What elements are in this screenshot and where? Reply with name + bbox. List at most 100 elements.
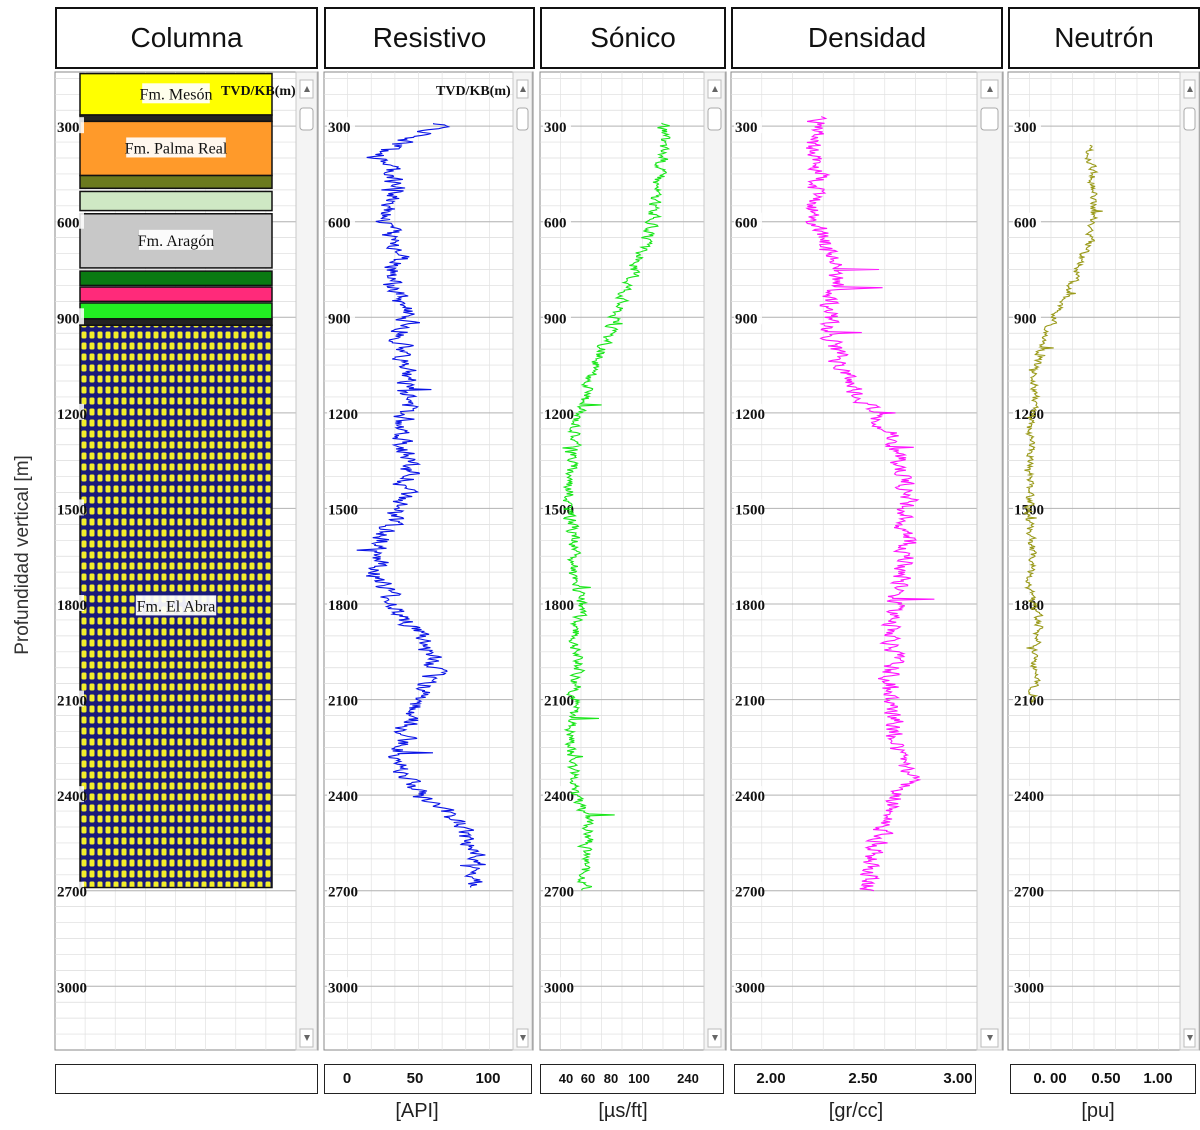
depth-tick-label: 1200 <box>1014 407 1044 423</box>
scale-tick: 240 <box>677 1071 699 1086</box>
scroll-up-arrow-icon <box>1187 86 1193 92</box>
log-curve-3 <box>805 116 935 892</box>
depth-label-bg <box>56 690 84 707</box>
depth-label-bg <box>1013 786 1041 803</box>
depth-tick-label: 300 <box>57 120 80 136</box>
depth-label-bg <box>543 499 571 516</box>
scroll-up-arrow-icon <box>520 86 526 92</box>
depth-tick-label: 900 <box>735 311 758 327</box>
unit-label-resistivo: [API] <box>395 1100 439 1122</box>
depth-tick-label: 600 <box>544 216 567 232</box>
depth-tick-label: 2700 <box>1014 885 1044 901</box>
depth-tick-label: 300 <box>1014 120 1037 136</box>
depth-tick-label: 2700 <box>328 885 358 901</box>
depth-label-bg <box>543 690 571 707</box>
depth-label-bg <box>56 212 84 229</box>
depth-tick-label: 1200 <box>328 407 358 423</box>
unit-label-densidad: [gr/cc] <box>828 1100 884 1122</box>
depth-label-bg <box>56 308 84 325</box>
unit-label-neutron: [pu] <box>1081 1100 1115 1122</box>
depth-label-bg <box>543 403 571 420</box>
track-panel-3 <box>730 71 1004 1051</box>
track-frame <box>323 71 534 1051</box>
depth-label-bg <box>56 786 84 803</box>
depth-label-bg <box>734 403 762 420</box>
formation-label-bg <box>126 137 226 158</box>
formation-block <box>79 318 273 327</box>
scale-box-densidad: 2.00 2.50 3.00 <box>734 1064 976 1094</box>
depth-tick-label: 2400 <box>328 789 358 805</box>
depth-label-bg <box>734 212 762 229</box>
scale-box-sonico: 40 60 80 100 240 <box>540 1064 724 1094</box>
depth-tick-label: 1800 <box>735 598 765 614</box>
depth-tick-label: 600 <box>1014 216 1037 232</box>
scrollbar-track <box>1179 71 1200 1051</box>
depth-tick-label: 600 <box>57 216 80 232</box>
scrollbar-thumb <box>299 107 314 131</box>
depth-label-bg <box>734 499 762 516</box>
depth-label-bg <box>543 212 571 229</box>
scale-tick: 60 <box>580 1071 596 1086</box>
depth-label-bg <box>734 881 762 898</box>
scroll-down-arrow-icon <box>1187 1035 1193 1041</box>
scrollbar-thumb <box>516 107 529 131</box>
depth-tick-label: 2400 <box>544 789 574 805</box>
scale-tick: 80 <box>603 1071 619 1086</box>
depth-tick-label: 900 <box>328 311 351 327</box>
depth-tick-label: 900 <box>544 311 567 327</box>
depth-label-bg <box>327 690 355 707</box>
formation-block <box>79 302 273 320</box>
depth-tick-label: 2100 <box>57 694 87 710</box>
scale-tick: 1.00 <box>1143 1070 1173 1087</box>
depth-label-bg <box>734 786 762 803</box>
depth-label-bg <box>1013 690 1041 707</box>
scrollbar-thumb <box>980 107 999 131</box>
track-title-columna: Columna <box>55 7 318 69</box>
scroll-down-arrow-icon <box>712 1035 718 1041</box>
depth-tick-label: 1800 <box>57 598 87 614</box>
track-title-sonico: Sónico <box>540 7 726 69</box>
depth-label-bg <box>327 403 355 420</box>
depth-tick-label: 2100 <box>1014 694 1044 710</box>
scroll-down-arrow-icon <box>987 1035 993 1041</box>
scale-tick: 0 <box>342 1070 352 1087</box>
depth-tick-label: 300 <box>735 120 758 136</box>
depth-label-bg <box>1013 212 1041 229</box>
formation-label-bg <box>142 83 210 104</box>
depth-label-bg <box>543 308 571 325</box>
log-curve-4 <box>1023 144 1103 703</box>
depth-label-bg <box>327 595 355 612</box>
depth-label-bg <box>543 117 571 134</box>
formation-block <box>79 174 273 190</box>
depth-tick-label: 3000 <box>1014 980 1044 996</box>
scroll-up-arrow-icon <box>712 86 718 92</box>
depth-label-bg <box>56 881 84 898</box>
scale-box-columna <box>55 1064 318 1094</box>
depth-tick-label: 2400 <box>1014 789 1044 805</box>
depth-tick-label: 1500 <box>735 502 765 518</box>
scale-tick: 40 <box>558 1071 574 1086</box>
scroll-down-arrow-icon <box>304 1035 310 1041</box>
well-log-plot: Fm. Mesón Fm. Palma Real Fm. Aragón Fm. El … <box>54 71 1200 1051</box>
depth-tick-label: 3000 <box>57 980 87 996</box>
depth-label-bg <box>1013 881 1041 898</box>
scroll-down-arrow-icon <box>520 1035 526 1041</box>
depth-label-bg <box>327 212 355 229</box>
depth-label-bg <box>1013 117 1041 134</box>
depth-label-bg <box>56 403 84 420</box>
scale-box-neutron: 0. 00 0.50 1.00 <box>1010 1064 1196 1094</box>
depth-tick-label: 2400 <box>57 789 87 805</box>
formation-label: Fm. Mesón <box>140 86 213 103</box>
depth-label-bg <box>734 308 762 325</box>
formation-label-bg <box>139 229 213 250</box>
depth-tick-label: 900 <box>57 311 80 327</box>
scale-tick: 0.50 <box>1091 1070 1121 1087</box>
depth-label-bg <box>56 977 84 994</box>
depth-tick-label: 600 <box>735 216 758 232</box>
depth-tick-label: 300 <box>544 120 567 136</box>
scale-box-resistivo: 0 50 100 <box>324 1064 532 1094</box>
depth-label-bg <box>734 977 762 994</box>
track-title-neutron: Neutrón <box>1008 7 1200 69</box>
formation-block <box>79 190 273 212</box>
track-frame <box>730 71 1004 1051</box>
